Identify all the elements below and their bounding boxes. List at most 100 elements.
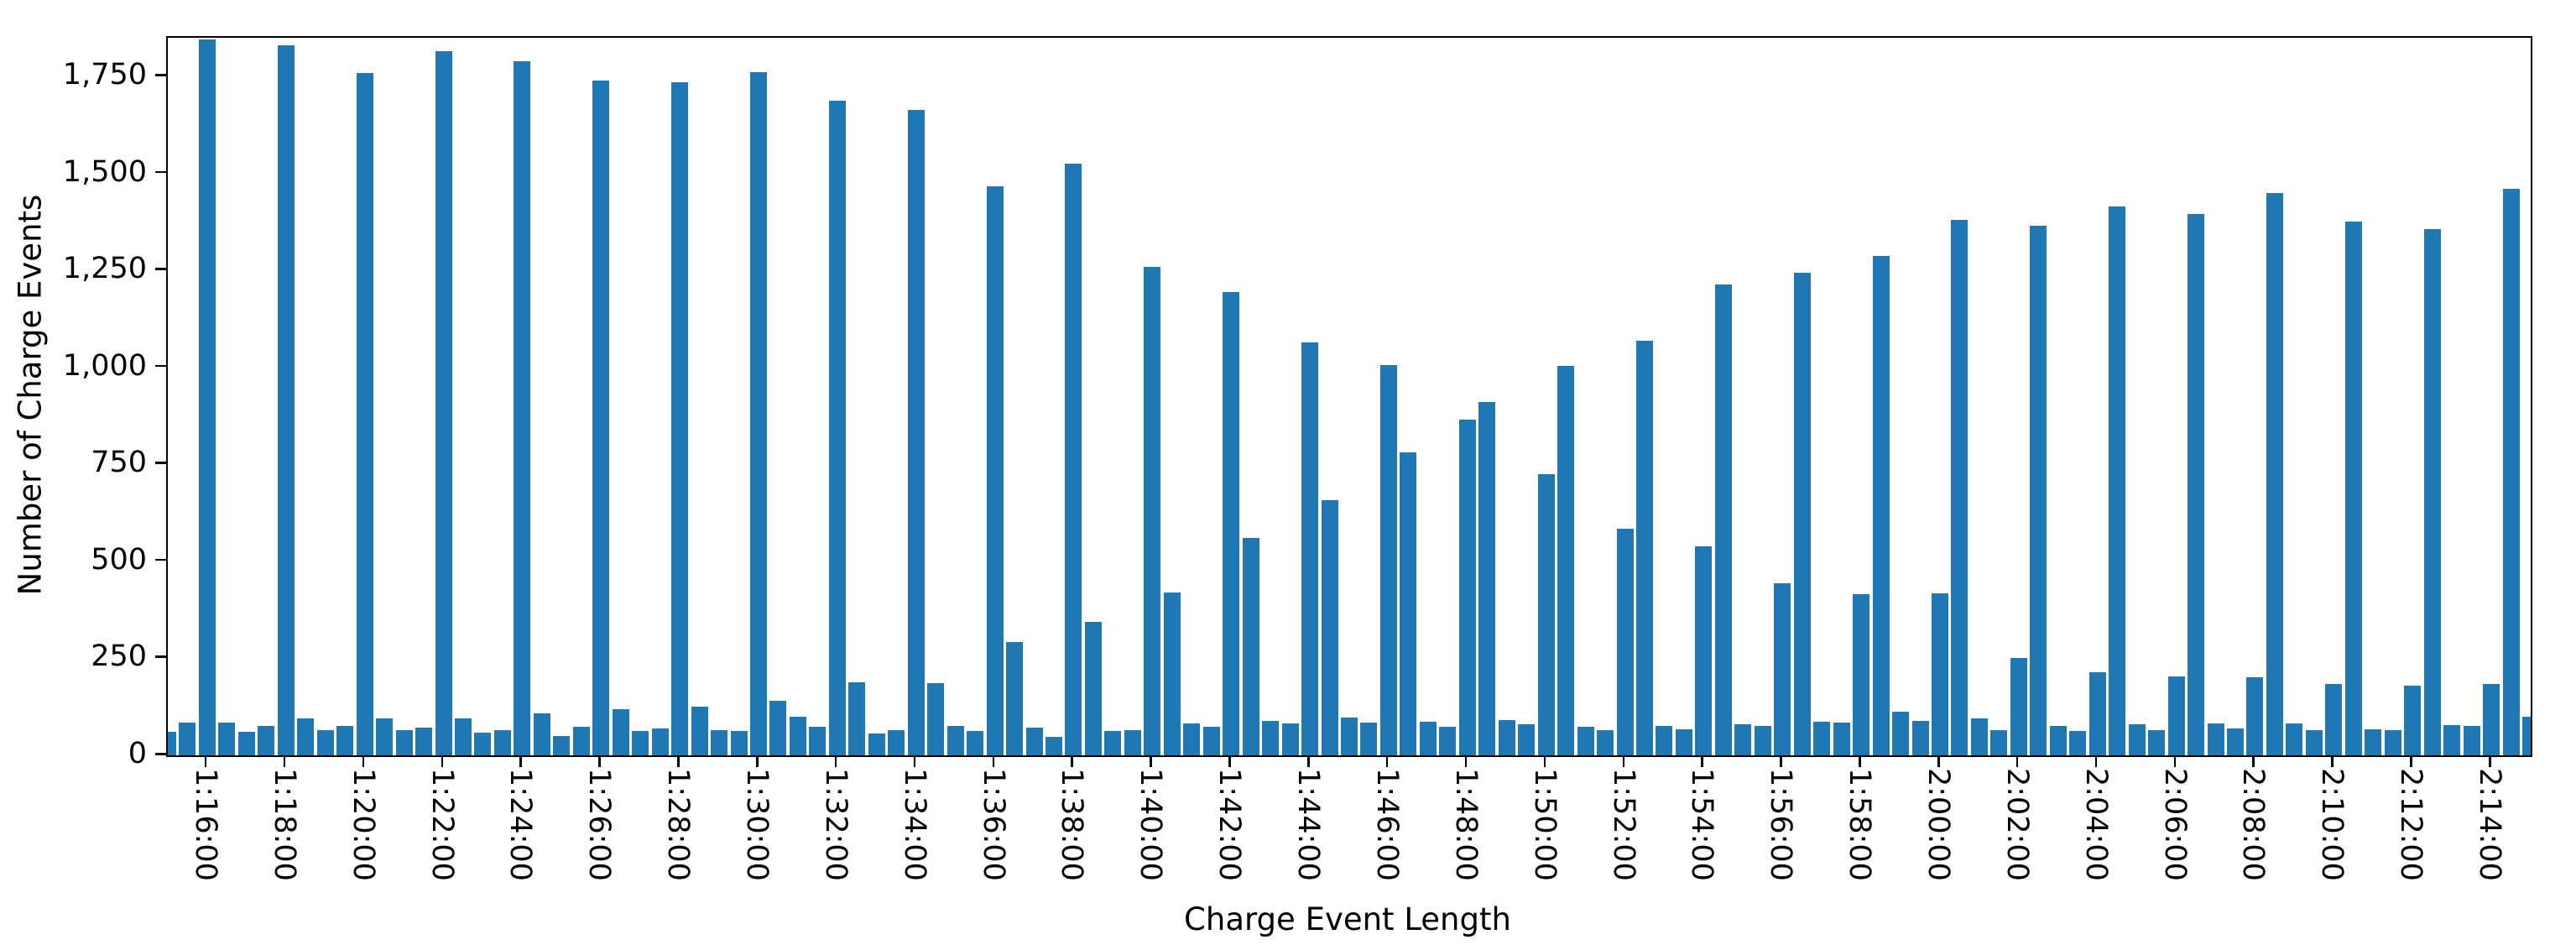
bar-1:47:30 bbox=[1439, 726, 1457, 755]
bar-1:16:00 bbox=[198, 39, 216, 755]
x-tick-mark bbox=[2331, 755, 2334, 767]
x-tick-mark bbox=[441, 755, 444, 767]
bar-1:51:00 bbox=[1577, 727, 1594, 755]
x-tick-label: 2:04:00 bbox=[2078, 767, 2113, 881]
bar-1:52:30 bbox=[1636, 340, 1653, 755]
x-tick-label: 2:02:00 bbox=[2000, 767, 2034, 881]
bar-1:59:30 bbox=[1911, 720, 1929, 755]
x-tick-label: 1:26:00 bbox=[582, 767, 617, 881]
bar-1:49:30 bbox=[1518, 724, 1536, 755]
x-tick-mark bbox=[913, 755, 916, 767]
bar-1:24:30 bbox=[533, 713, 550, 755]
bar-1:15:00 bbox=[168, 732, 176, 755]
y-tick-mark bbox=[155, 170, 166, 174]
x-tick-mark bbox=[992, 755, 995, 767]
bar-1:36:30 bbox=[1006, 642, 1024, 755]
bar-2:03:30 bbox=[2069, 730, 2087, 755]
bar-1:33:30 bbox=[888, 730, 905, 755]
bar-1:29:30 bbox=[730, 731, 748, 755]
bar-1:57:30 bbox=[1833, 723, 1850, 755]
x-tick-label: 1:42:00 bbox=[1212, 767, 1247, 881]
bar-2:04:30 bbox=[2109, 206, 2126, 755]
x-tick-label: 1:46:00 bbox=[1369, 767, 1404, 881]
y-axis-title: Number of Charge Events bbox=[12, 194, 49, 596]
x-tick-label: 2:06:00 bbox=[2157, 767, 2192, 881]
bar-2:05:00 bbox=[2128, 724, 2146, 755]
x-tick-label: 1:18:00 bbox=[267, 767, 301, 881]
y-tick-mark bbox=[155, 268, 166, 270]
bar-2:13:30 bbox=[2463, 726, 2480, 755]
bar-2:14:00 bbox=[2483, 683, 2500, 755]
bar-2:06:00 bbox=[2167, 676, 2185, 755]
x-tick-mark bbox=[1859, 755, 1861, 767]
x-tick-label: 2:10:00 bbox=[2315, 767, 2349, 881]
bar-1:56:30 bbox=[1793, 272, 1811, 755]
bar-2:15:00 bbox=[2522, 716, 2531, 755]
bar-1:22:00 bbox=[435, 51, 452, 755]
y-tick-label: 0 bbox=[128, 737, 147, 770]
bar-1:42:30 bbox=[1242, 538, 1259, 755]
y-tick-mark bbox=[155, 558, 166, 561]
bar-1:46:30 bbox=[1400, 452, 1417, 755]
bar-1:38:30 bbox=[1084, 622, 1102, 755]
bar-2:04:00 bbox=[2088, 672, 2106, 755]
bar-1:32:00 bbox=[828, 101, 846, 755]
bar-1:55:00 bbox=[1734, 723, 1752, 755]
bar-2:02:00 bbox=[2010, 658, 2027, 755]
x-tick-label: 1:32:00 bbox=[818, 767, 853, 881]
bar-1:24:00 bbox=[514, 60, 531, 755]
bar-1:25:00 bbox=[553, 735, 571, 755]
x-tick-label: 1:34:00 bbox=[897, 767, 931, 881]
bar-1:15:30 bbox=[179, 722, 196, 755]
x-tick-mark bbox=[1543, 755, 1546, 767]
x-tick-mark bbox=[1937, 755, 1940, 767]
bar-1:19:30 bbox=[336, 726, 354, 755]
bar-1:55:30 bbox=[1754, 726, 1771, 755]
bar-1:45:00 bbox=[1341, 718, 1358, 755]
x-tick-mark bbox=[2173, 755, 2177, 767]
bar-1:54:00 bbox=[1695, 546, 1713, 755]
x-tick-label: 1:54:00 bbox=[1685, 767, 1719, 881]
y-tick-label: 1,500 bbox=[62, 154, 147, 189]
bar-1:43:00 bbox=[1262, 721, 1280, 755]
bar-1:31:00 bbox=[789, 717, 806, 755]
x-tick-mark bbox=[2015, 755, 2019, 767]
bar-1:58:30 bbox=[1872, 255, 1890, 755]
bar-1:33:00 bbox=[868, 734, 885, 755]
bar-2:06:30 bbox=[2188, 214, 2205, 755]
bar-1:53:30 bbox=[1675, 729, 1692, 755]
x-tick-label: 2:00:00 bbox=[1922, 767, 1955, 881]
bar-1:45:30 bbox=[1360, 723, 1378, 755]
bar-1:19:00 bbox=[316, 729, 334, 755]
bar-1:52:00 bbox=[1616, 528, 1634, 755]
bar-1:49:00 bbox=[1498, 719, 1515, 755]
y-axis-title-wrap: Number of Charge Events bbox=[0, 36, 60, 754]
bar-1:27:30 bbox=[651, 728, 669, 755]
bar-1:57:00 bbox=[1813, 722, 1831, 755]
bar-2:01:30 bbox=[1990, 729, 2008, 755]
bar-2:11:30 bbox=[2384, 730, 2401, 755]
bar-1:36:00 bbox=[986, 185, 1004, 755]
bar-2:03:00 bbox=[2049, 726, 2067, 755]
y-tick-mark bbox=[155, 753, 166, 755]
x-tick-label: 1:22:00 bbox=[425, 767, 459, 881]
bar-2:07:00 bbox=[2207, 723, 2224, 755]
x-tick-mark bbox=[519, 755, 522, 767]
x-tick-mark bbox=[1071, 755, 1073, 767]
bar-1:16:30 bbox=[218, 722, 236, 755]
x-tick-label: 1:44:00 bbox=[1291, 767, 1326, 881]
x-tick-mark bbox=[204, 755, 207, 767]
bar-1:39:00 bbox=[1104, 731, 1122, 755]
y-tick-label: 1,000 bbox=[62, 348, 147, 383]
x-tick-mark bbox=[677, 755, 680, 767]
y-tick-label: 500 bbox=[91, 542, 147, 577]
y-tick-label: 250 bbox=[91, 640, 147, 674]
bar-1:27:00 bbox=[632, 731, 649, 755]
y-tick-mark bbox=[155, 74, 166, 76]
bar-2:10:00 bbox=[2325, 683, 2343, 755]
bar-2:10:30 bbox=[2344, 221, 2362, 755]
bar-2:01:00 bbox=[1970, 718, 1988, 755]
x-tick-label: 1:52:00 bbox=[1606, 767, 1640, 881]
x-tick-label: 1:56:00 bbox=[1764, 767, 1798, 881]
